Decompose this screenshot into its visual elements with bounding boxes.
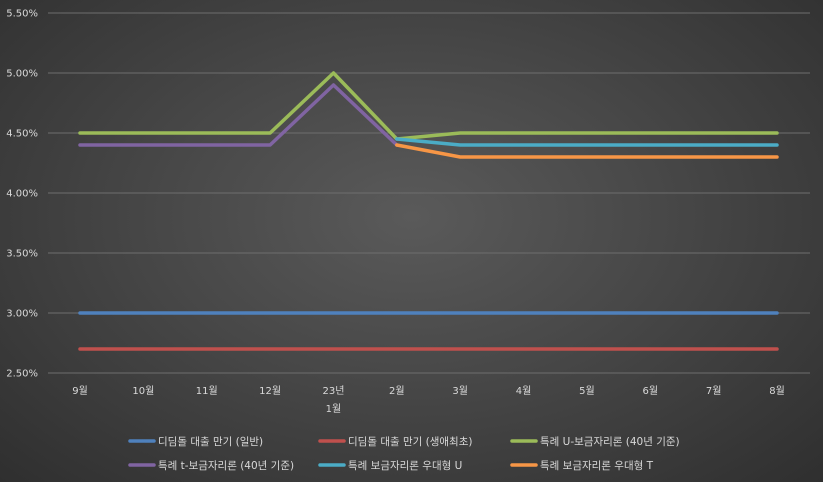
legend-label: 디딤돌 대출 만기 (일반) (158, 435, 263, 448)
legend-item: 디딤돌 대출 만기 (생애최초) (318, 436, 472, 448)
x-tick-label: 5월 (579, 385, 595, 397)
legend-item: 특례 보금자리론 우대형 U (318, 460, 462, 472)
x-tick-label: 3월 (452, 385, 468, 397)
legend-item: 특례 보금자리론 우대형 T (510, 460, 654, 472)
y-tick-label: 3.50% (6, 249, 38, 260)
legend-item: 특례 U-보금자리론 (40년 기준) (510, 436, 680, 448)
y-tick-label: 5.00% (6, 69, 38, 80)
y-axis: 2.50% 3.00% 3.50% 4.00% 4.50% 5.00% 5.50% (6, 9, 38, 380)
series-line-3 (78, 71, 779, 141)
y-tick-label: 4.50% (6, 129, 38, 140)
legend-item: 디딤돌 대출 만기 (일반) (128, 435, 263, 448)
legend-label: 특례 U-보금자리론 (40년 기준) (540, 436, 680, 448)
x-axis: 9월 10월 11월 12월 23년 1월 2월 3월 4월 5월 6월 7월 8월 (72, 385, 785, 415)
legend: 디딤돌 대출 만기 (일반) 디딤돌 대출 만기 (생애최초) 특례 U-보금자리론… (128, 435, 680, 472)
y-tick-label: 5.50% (6, 9, 38, 20)
x-tick-label: 23년 (322, 385, 344, 397)
x-tick-label: 6월 (642, 385, 658, 397)
series-lines (78, 71, 779, 351)
x-tick-label: 4월 (516, 385, 532, 397)
x-tick-label: 12월 (259, 385, 281, 397)
series-line-4 (78, 83, 399, 147)
x-tick-label: 11월 (196, 385, 218, 397)
y-tick-label: 3.00% (6, 309, 38, 320)
legend-label: 특례 보금자리론 우대형 T (540, 460, 654, 472)
legend-label: 디딤돌 대출 만기 (생애최초) (348, 436, 472, 448)
legend-item: 특례 t-보금자리론 (40년 기준) (128, 460, 294, 472)
legend-label: 특례 t-보금자리론 (40년 기준) (158, 460, 294, 472)
x-tick-label: 2월 (389, 385, 405, 397)
y-tick-label: 4.00% (6, 189, 38, 200)
x-tick-label: 1월 (326, 403, 342, 415)
gridlines (48, 12, 810, 374)
legend-label: 특례 보금자리론 우대형 U (348, 460, 462, 472)
series-line-6 (395, 143, 779, 159)
x-tick-label: 8월 (769, 385, 785, 397)
series-line-5 (395, 137, 779, 147)
x-tick-label: 9월 (72, 385, 88, 397)
x-tick-label: 7월 (706, 385, 722, 397)
x-tick-label: 10월 (132, 385, 154, 397)
y-tick-label: 2.50% (6, 369, 38, 380)
